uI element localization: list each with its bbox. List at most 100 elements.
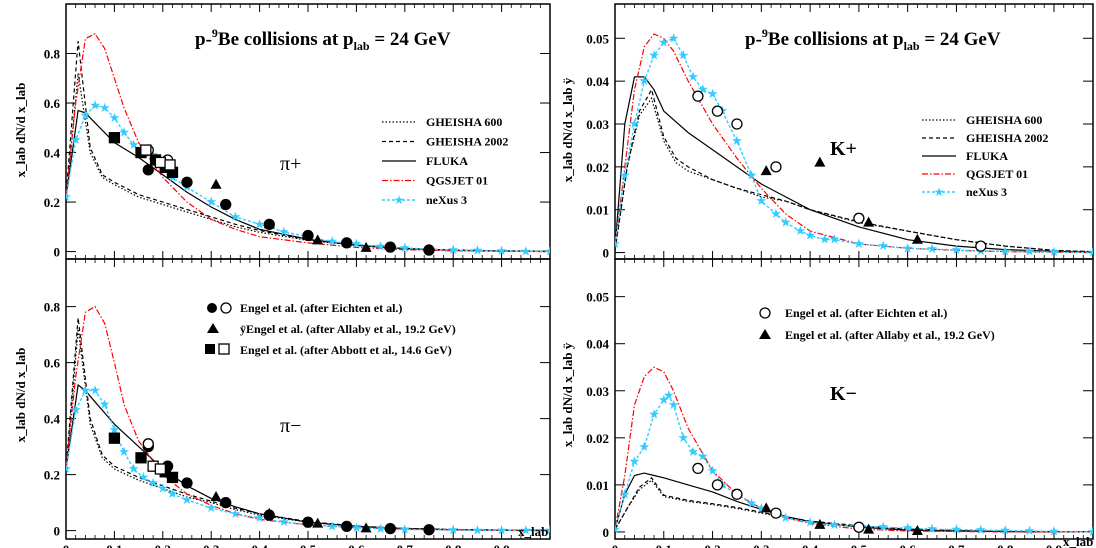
data-point-allaby — [760, 165, 772, 176]
data-point-eichten — [975, 240, 987, 252]
series-marker-nexus: ★ — [770, 206, 782, 221]
y-tick-label: 0.6 — [44, 96, 61, 111]
legend-marker-star: ★ — [934, 185, 945, 199]
series-marker-nexus: ★ — [902, 520, 914, 535]
y-tick-label: 0.02 — [586, 431, 609, 446]
panel-k-minus: 0 0.1 0.2 0.3 0.4 0.5 0.6 0.7 0.8 0.9 0 0.01 0.02 0.0… — [586, 258, 1096, 548]
legend-models-left: GHEISHA 600 GHEISHA 2002 FLUKA QGSJET 01 ★ ne… — [382, 115, 508, 207]
y-tick-label: 0.2 — [44, 195, 60, 210]
series-marker-nexus: ★ — [755, 193, 767, 208]
series-marker-nexus: ★ — [447, 522, 459, 537]
series-marker-nexus: ★ — [697, 449, 709, 464]
y-axis-label-top-left: x_lab dN/d x_lab — [13, 83, 28, 178]
series-marker-nexus: ★ — [472, 522, 484, 537]
y-tick-label: 0.8 — [44, 300, 61, 315]
legend-label: QGSJET 01 — [426, 174, 488, 188]
series-marker-nexus: ★ — [1087, 524, 1096, 539]
data-point-eichten — [302, 516, 314, 528]
x-tick-label: 0.6 — [900, 542, 917, 548]
series-marker-nexus: ★ — [89, 98, 101, 113]
axis-ticks: 0 0.1 0.2 0.3 0.4 0.5 0.6 0.7 0.8 0.9 0 0.01 0.02 0.0… — [586, 259, 1093, 548]
data-point-eichten — [302, 229, 314, 242]
x-tick-label: 0.7 — [948, 542, 965, 548]
series-marker-nexus: ★ — [975, 522, 987, 537]
series-marker-nexus: ★ — [619, 486, 631, 501]
y-tick-label: 0.2 — [44, 468, 60, 483]
series-marker-nexus: ★ — [230, 209, 242, 224]
series-marker-nexus: ★ — [520, 523, 532, 538]
series-line-nexus-3 — [615, 394, 1093, 533]
data-point-abbott — [154, 156, 167, 169]
series-marker-nexus: ★ — [60, 461, 72, 476]
series-marker-nexus: ★ — [472, 243, 484, 258]
data-point-allaby — [911, 525, 923, 535]
series-line-qgsjet-01 — [66, 32, 550, 253]
series-marker-nexus: ★ — [780, 510, 792, 525]
data-point-eichten — [731, 118, 743, 130]
series-marker-nexus: ★ — [80, 383, 92, 398]
series-marker-nexus: ★ — [254, 216, 266, 231]
data-point-eichten — [711, 105, 724, 117]
x-tick-label: 0.4 — [251, 542, 268, 548]
series-line-gheisha-600 — [66, 328, 550, 531]
series-marker-nexus: ★ — [609, 522, 621, 537]
series-marker-nexus: ★ — [629, 453, 641, 468]
series-marker-nexus: ★ — [804, 515, 816, 530]
series-marker-nexus: ★ — [746, 496, 758, 511]
legend-marker-triangle — [759, 329, 771, 339]
data-point-eichten — [423, 244, 435, 256]
data-point-eichten — [692, 462, 704, 475]
data-point-abbott — [166, 471, 179, 484]
series-marker-nexus: ★ — [677, 47, 689, 62]
y-tick-label: 0 — [54, 524, 61, 539]
legend-data-label: Engel et al. (after Allaby et al., 19.2 … — [785, 328, 995, 342]
y-tick-label: 0.05 — [586, 31, 609, 46]
data-point-abbott — [108, 132, 121, 144]
series-marker-nexus: ★ — [707, 463, 719, 478]
series-marker-nexus: ★ — [118, 444, 130, 459]
data-point-eichten — [384, 522, 396, 535]
data-point-eichten — [142, 438, 154, 450]
x-tick-label: 0.4 — [802, 542, 819, 548]
axis-ticks: 0 0.1 0.2 0.3 0.4 0.5 0.6 0.7 0.8 0.9 0 0.2 0.4 0.6 0.… — [44, 259, 550, 548]
data-point-allaby — [760, 502, 772, 513]
series-marker-nexus: ★ — [1087, 245, 1096, 260]
series-marker-nexus: ★ — [926, 241, 938, 256]
series-marker-nexus: ★ — [697, 82, 709, 97]
series-marker-nexus: ★ — [70, 132, 82, 147]
series-marker-nexus: ★ — [109, 110, 121, 125]
y-tick-label: 0.8 — [44, 47, 61, 62]
series-marker-nexus: ★ — [375, 239, 387, 254]
x-axis-label-left: x_lab — [518, 524, 548, 539]
data-point-eichten — [341, 520, 353, 533]
legend-data-label: Engel et al. (after Abbott et al., 14.6 … — [240, 343, 452, 357]
series-marker-nexus: ★ — [877, 519, 889, 534]
data-point-allaby — [263, 507, 275, 518]
data-point-allaby — [312, 517, 324, 528]
data-point-eichten — [853, 212, 865, 224]
particle-label-pi-minus: π− — [280, 415, 301, 437]
data-point-allaby — [210, 178, 222, 189]
particle-label-pi-plus: π+ — [280, 153, 301, 175]
series-marker-nexus: ★ — [687, 444, 699, 459]
x-tick-label: 0.5 — [851, 542, 868, 548]
y-tick-label: 0.04 — [586, 337, 609, 352]
chart-title-left: p-9Be collisions at plab = 24 GeV — [195, 26, 451, 53]
data-point-eichten — [220, 496, 232, 509]
x-tick-label: 0 — [63, 542, 70, 548]
x-tick-label: 0.7 — [397, 542, 414, 548]
data-point-allaby — [312, 234, 324, 245]
data-point-eichten — [220, 198, 232, 211]
data-points-group — [692, 462, 923, 535]
series-marker-nexus: ★ — [1048, 523, 1060, 538]
series-marker-nexus: ★ — [999, 243, 1011, 258]
series-marker-nexus: ★ — [638, 439, 650, 454]
legend-marker-triangle — [207, 323, 219, 333]
series-marker-nexus: ★ — [128, 461, 140, 476]
y-tick-label: 0.01 — [586, 478, 609, 493]
y-tick-label: 0 — [603, 525, 610, 540]
legend-label: GHEISHA 2002 — [426, 135, 508, 149]
series-marker-nexus: ★ — [118, 125, 130, 140]
y-axis-label-bottom-right: x_lab dN/d x_lab ÿ — [560, 342, 575, 447]
